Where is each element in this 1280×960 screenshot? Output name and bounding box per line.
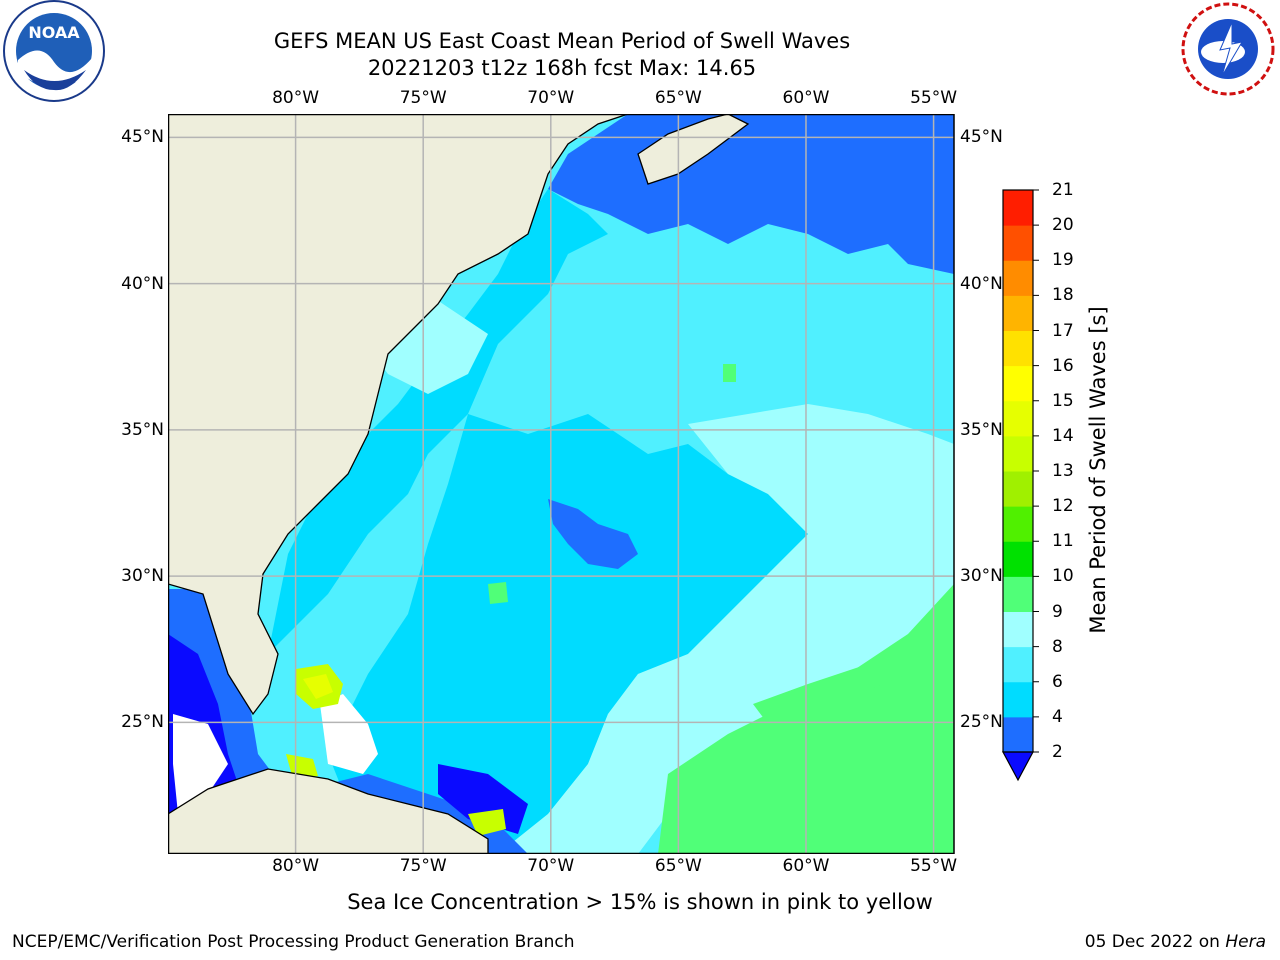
lon-label-bottom: 75°W: [399, 856, 447, 876]
field-13-14s-south: [468, 809, 506, 836]
colorbar: [1001, 189, 1039, 782]
lat-label-right: 40°N: [960, 273, 1003, 294]
colorbar-tick-label: 12: [1052, 496, 1074, 517]
lat-label-left: 45°N: [121, 127, 164, 148]
land-nova-scotia: [637, 114, 750, 185]
sea-ice-note: Sea Ice Concentration > 15% is shown in …: [347, 890, 933, 914]
map-title: GEFS MEAN US East Coast Mean Period of S…: [273, 29, 851, 53]
colorbar-tick-label: 18: [1052, 285, 1074, 306]
footer-host: Hera: [1225, 932, 1266, 952]
colorbar-segment: [1003, 225, 1033, 261]
map-subtitle-run: 20221203 t12z 168h fcst Max: 14.65: [367, 56, 757, 80]
colorbar-segment: [1003, 611, 1033, 648]
lat-label-right: 30°N: [960, 566, 1003, 587]
colorbar-segment: [1003, 190, 1033, 226]
colorbar-tick-label: 2: [1052, 742, 1063, 762]
field-9-10s-small-2: [723, 364, 736, 382]
land-mass: [168, 114, 629, 716]
colorbar-segment: [1003, 716, 1033, 753]
colorbar-tick-label: 16: [1052, 355, 1074, 376]
lon-label-bottom: 60°W: [782, 856, 830, 876]
lat-label-right: 35°N: [960, 419, 1003, 440]
field-4-6s-shelf: [268, 189, 608, 654]
lat-label-left: 35°N: [121, 419, 164, 440]
colorbar-segment: [1003, 506, 1033, 542]
colorbar-segment: [1003, 681, 1033, 718]
colorbar-tick-label: 17: [1052, 320, 1074, 341]
lon-label-bottom: 80°W: [272, 856, 320, 876]
field-2-4s-patch: [548, 499, 638, 569]
lon-label-top: 60°W: [782, 88, 830, 108]
colorbar-segment: [1003, 541, 1033, 577]
lon-label-top: 75°W: [399, 88, 447, 108]
land-cuba: [168, 768, 489, 854]
lon-label-top: 65°W: [654, 88, 702, 108]
colorbar-segment: [1003, 330, 1033, 367]
field-9-10s-small: [488, 582, 508, 604]
field-8-9s-east: [498, 404, 954, 854]
colorbar-tick-label: 8: [1052, 636, 1063, 657]
footer-date-text: 05 Dec 2022 on: [1084, 932, 1226, 952]
noaa-logo: NOAA: [3, 0, 105, 102]
field-9-10s-band: [753, 634, 928, 724]
colorbar-segment: [1003, 400, 1033, 437]
no-data-florida-bay: [173, 714, 228, 814]
colorbar-under-triangle: [1001, 751, 1035, 782]
colorbar-segment: [1003, 295, 1033, 331]
lat-label-left: 25°N: [121, 712, 164, 733]
lat-label-left: 40°N: [121, 273, 164, 294]
colorbar-segment: [1003, 435, 1033, 472]
lon-label-top: 55°W: [910, 88, 958, 108]
field-14-15s-bahamas: [303, 674, 333, 699]
footer-date: 05 Dec 2022 on Hera: [1085, 932, 1266, 952]
colorbar-tick-label: 15: [1052, 390, 1074, 411]
map-frame: [168, 114, 955, 854]
colorbar-segment: [1003, 365, 1033, 402]
lon-label-bottom: 70°W: [527, 856, 575, 876]
colorbar-tick-label: 4: [1052, 706, 1063, 727]
lat-label-left: 30°N: [121, 566, 164, 587]
colorbar-tick-label: 20: [1052, 215, 1074, 236]
colorbar-segment: [1003, 646, 1033, 683]
field-under-2s-cuba: [438, 764, 528, 834]
colorbar-title: Mean Period of Swell Waves [s]: [1086, 306, 1110, 634]
colorbar-segment: [1003, 260, 1033, 296]
field-4-6s-central: [328, 414, 808, 854]
colorbar-tick-label: 6: [1052, 671, 1063, 692]
colorbar-tick-label: 14: [1052, 425, 1074, 446]
no-data-bahamas: [320, 694, 378, 774]
footer-credit: NCEP/EMC/Verification Post Processing Pr…: [12, 932, 575, 952]
nws-logo: [1181, 2, 1275, 96]
colorbar-tick-label: 11: [1052, 531, 1074, 552]
lon-label-bottom: 55°W: [910, 856, 958, 876]
colorbar-tick-label: 21: [1052, 180, 1074, 200]
lat-label-right: 45°N: [960, 127, 1003, 148]
colorbar-tick-label: 9: [1052, 601, 1063, 622]
swell-period-map: [168, 114, 955, 854]
lat-label-right: 25°N: [960, 712, 1003, 733]
colorbar-tick-label: 13: [1052, 461, 1074, 481]
colorbar-segment: [1003, 576, 1033, 612]
lon-label-top: 80°W: [272, 88, 320, 108]
colorbar-segment: [1003, 471, 1033, 507]
colorbar-tick-label: 10: [1052, 566, 1074, 587]
noaa-logo-text: NOAA: [28, 23, 80, 42]
lon-label-top: 70°W: [527, 88, 575, 108]
colorbar-tick-label: 19: [1052, 250, 1074, 271]
lon-label-bottom: 65°W: [654, 856, 702, 876]
